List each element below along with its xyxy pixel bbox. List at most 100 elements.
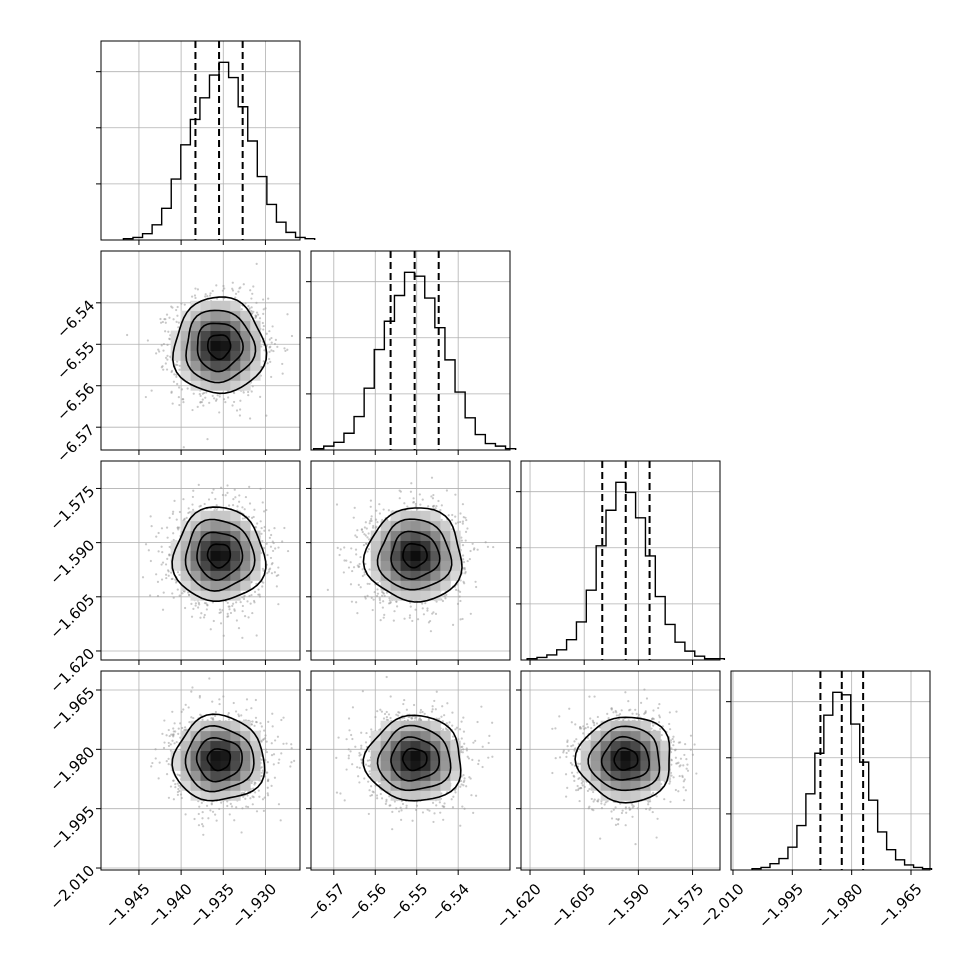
density-cell	[220, 520, 231, 532]
scatter-point	[569, 761, 572, 765]
scatter-point	[462, 784, 465, 787]
scatter-point	[212, 619, 215, 623]
scatter-point	[260, 766, 263, 769]
scatter-point	[350, 547, 353, 550]
scatter-point	[628, 709, 631, 712]
scatter-point	[349, 750, 352, 753]
density-cell	[220, 550, 231, 561]
scatter-point	[214, 710, 217, 714]
scatter-point	[461, 503, 465, 506]
density-cell	[220, 510, 231, 522]
scatter-point	[370, 728, 373, 731]
scatter-point	[431, 497, 435, 500]
scatter-point	[197, 483, 200, 486]
density-cell	[430, 570, 441, 581]
scatter-point	[446, 702, 449, 705]
density-cell	[180, 780, 191, 791]
scatter-point	[244, 495, 248, 499]
scatter-point	[675, 762, 678, 765]
scatter-point	[178, 774, 181, 777]
scatter-point	[265, 740, 268, 743]
scatter-point	[381, 594, 384, 597]
density-cell	[590, 750, 601, 761]
scatter-point	[365, 527, 368, 530]
scatter-point	[440, 504, 443, 507]
scatter-point	[421, 498, 424, 501]
density-cell	[580, 740, 592, 751]
scatter-point	[351, 706, 355, 709]
scatter-point	[442, 805, 445, 808]
scatter-point	[581, 780, 584, 783]
scatter-point	[227, 615, 230, 618]
scatter-point	[376, 592, 380, 595]
scatter-point	[213, 397, 216, 400]
scatter-point	[184, 726, 187, 729]
density-cell	[220, 790, 231, 801]
scatter-point	[254, 526, 258, 529]
density-cell	[200, 340, 211, 351]
scatter-point	[596, 715, 599, 719]
scatter-point	[178, 403, 181, 407]
scatter-point	[249, 289, 252, 292]
scatter-point	[172, 380, 175, 383]
scatter-point	[375, 509, 378, 512]
scatter-point	[177, 528, 180, 531]
pair-content	[521, 671, 720, 870]
scatter-point	[270, 572, 274, 575]
scatter-point	[231, 281, 234, 284]
scatter-point	[477, 762, 480, 766]
scatter-point	[263, 349, 266, 352]
scatter-point	[355, 601, 358, 604]
scatter-point	[472, 741, 475, 744]
density-cell	[170, 760, 181, 771]
density-cell	[230, 320, 241, 331]
density-cell	[400, 570, 411, 581]
density-cell	[180, 570, 191, 581]
scatter-point	[678, 774, 681, 778]
scatter-point	[226, 714, 230, 717]
scatter-point	[172, 734, 175, 737]
scatter-point	[192, 508, 195, 511]
scatter-point	[615, 714, 618, 717]
scatter-point	[426, 609, 429, 612]
density-cell	[380, 560, 391, 571]
scatter-point	[458, 728, 462, 731]
scatter-point	[448, 721, 451, 724]
scatter-point	[652, 709, 655, 712]
scatter-point	[141, 576, 145, 579]
scatter-point	[222, 284, 225, 288]
density-cell	[200, 770, 211, 781]
scatter-point	[228, 813, 231, 816]
scatter-point	[450, 798, 453, 801]
scatter-point	[231, 503, 235, 507]
scatter-point	[260, 758, 263, 761]
density-cell	[450, 550, 461, 561]
scatter-point	[162, 368, 165, 371]
density-cell	[190, 520, 201, 532]
density-cell	[630, 780, 641, 791]
scatter-point	[172, 596, 175, 599]
pair-content	[101, 251, 300, 450]
scatter-point	[660, 733, 663, 737]
scatter-point	[282, 742, 285, 745]
density-cell	[410, 520, 421, 532]
scatter-point	[249, 797, 252, 800]
scatter-point	[290, 747, 293, 750]
density-cell	[190, 320, 201, 331]
scatter-point	[259, 520, 262, 523]
scatter-point	[270, 563, 273, 566]
scatter-point	[264, 748, 268, 751]
density-cell	[210, 530, 221, 541]
contour-level-2	[376, 724, 452, 792]
scatter-point	[588, 695, 591, 698]
contour-level-2	[185, 309, 257, 384]
scatter-point	[361, 530, 364, 534]
scatter-point	[270, 349, 273, 352]
scatter-point	[167, 728, 170, 732]
scatter-point	[412, 497, 415, 500]
density-cell	[410, 740, 421, 751]
pair-panel-0-3: −1.945−1.940−1.935−1.930−2.010−1.995−1.9…	[46, 670, 301, 932]
scatter-point	[240, 714, 243, 717]
scatter-point	[172, 779, 175, 782]
scatter-point	[177, 732, 180, 735]
